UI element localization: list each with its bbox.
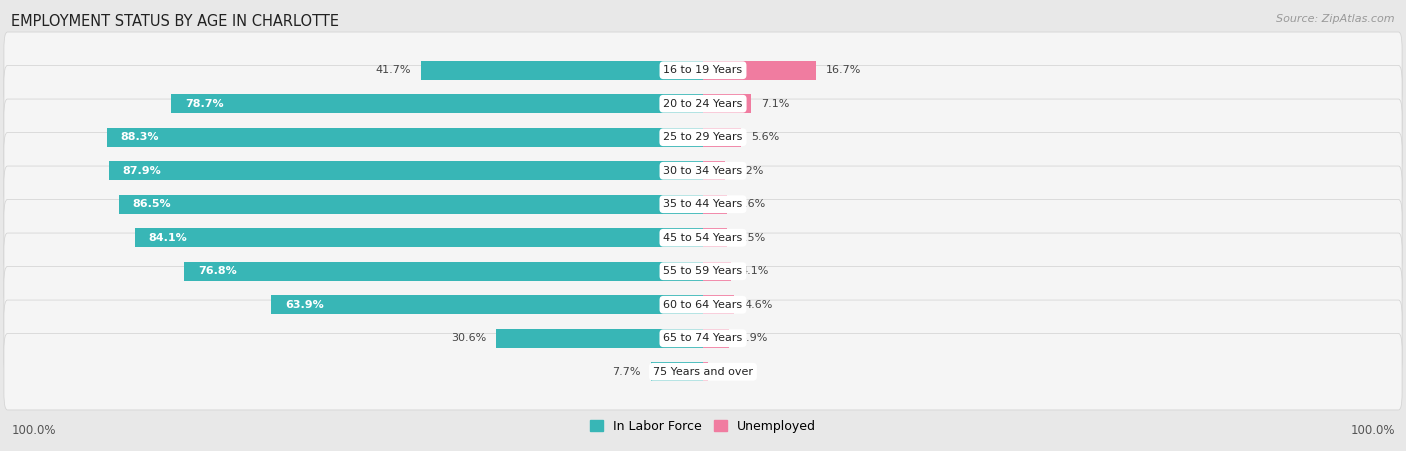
Text: 100.0%: 100.0% [11,424,56,437]
Text: 100.0%: 100.0% [1350,424,1395,437]
FancyBboxPatch shape [4,133,1402,209]
Text: 88.3%: 88.3% [120,132,159,142]
Text: 7.1%: 7.1% [761,99,789,109]
Text: 65 to 74 Years: 65 to 74 Years [664,333,742,343]
FancyBboxPatch shape [4,65,1402,142]
Text: 78.7%: 78.7% [186,99,224,109]
Text: 3.9%: 3.9% [740,333,768,343]
FancyBboxPatch shape [4,32,1402,108]
Bar [703,295,734,314]
Text: 4.1%: 4.1% [741,266,769,276]
Text: 60 to 64 Years: 60 to 64 Years [664,300,742,310]
FancyBboxPatch shape [4,233,1402,309]
Text: 0.7%: 0.7% [718,367,747,377]
Bar [703,228,727,248]
Bar [703,128,741,147]
Text: 7.7%: 7.7% [613,367,641,377]
FancyBboxPatch shape [4,267,1402,343]
Bar [651,362,703,382]
Text: 25 to 29 Years: 25 to 29 Years [664,132,742,142]
FancyBboxPatch shape [4,334,1402,410]
Text: 30.6%: 30.6% [451,333,486,343]
Bar [703,262,731,281]
Text: 45 to 54 Years: 45 to 54 Years [664,233,742,243]
Text: 75 Years and over: 75 Years and over [652,367,754,377]
Bar [184,262,703,281]
Bar [703,60,815,80]
Text: 35 to 44 Years: 35 to 44 Years [664,199,742,209]
Bar [422,60,703,80]
Text: 76.8%: 76.8% [198,266,236,276]
FancyBboxPatch shape [4,99,1402,175]
Text: 3.6%: 3.6% [738,199,766,209]
Bar [703,94,751,114]
Bar [703,194,727,214]
Text: 3.2%: 3.2% [735,166,763,176]
Bar [135,228,703,248]
Text: 87.9%: 87.9% [122,166,162,176]
Text: 30 to 34 Years: 30 to 34 Years [664,166,742,176]
FancyBboxPatch shape [4,300,1402,377]
Text: 16.7%: 16.7% [825,65,862,75]
Bar [172,94,703,114]
Text: Source: ZipAtlas.com: Source: ZipAtlas.com [1277,14,1395,23]
Text: 86.5%: 86.5% [132,199,172,209]
Text: 5.6%: 5.6% [751,132,779,142]
Bar [703,362,707,382]
Bar [118,194,703,214]
Bar [107,128,703,147]
Text: 16 to 19 Years: 16 to 19 Years [664,65,742,75]
FancyBboxPatch shape [4,166,1402,243]
Text: 41.7%: 41.7% [375,65,411,75]
Text: 55 to 59 Years: 55 to 59 Years [664,266,742,276]
Bar [110,161,703,180]
Bar [703,161,724,180]
Text: 3.5%: 3.5% [737,233,765,243]
Text: 4.6%: 4.6% [744,300,772,310]
Bar [703,328,730,348]
Text: EMPLOYMENT STATUS BY AGE IN CHARLOTTE: EMPLOYMENT STATUS BY AGE IN CHARLOTTE [11,14,339,28]
Bar [496,328,703,348]
Legend: In Labor Force, Unemployed: In Labor Force, Unemployed [591,420,815,433]
Text: 84.1%: 84.1% [149,233,187,243]
Text: 63.9%: 63.9% [285,300,323,310]
Text: 20 to 24 Years: 20 to 24 Years [664,99,742,109]
FancyBboxPatch shape [4,199,1402,276]
Bar [271,295,703,314]
